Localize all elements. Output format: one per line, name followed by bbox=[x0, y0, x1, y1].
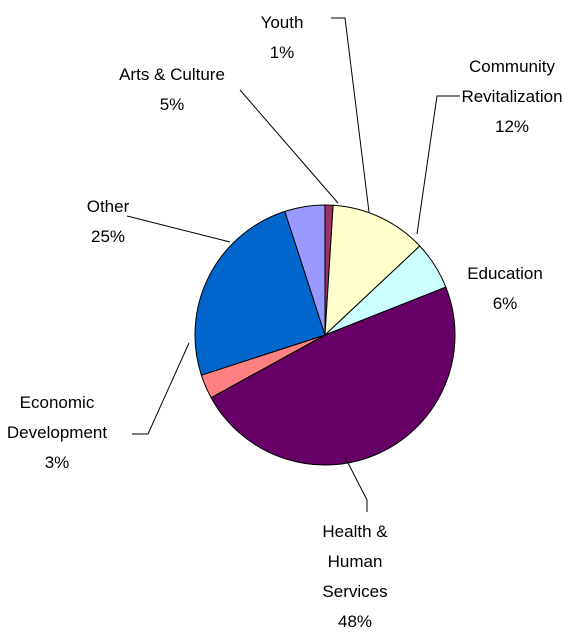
leader-line-arts-culture bbox=[239, 89, 339, 204]
pie-slice-health-human-services bbox=[210, 286, 456, 466]
pie-slice-other bbox=[194, 210, 326, 376]
leader-line-economic-development bbox=[132, 342, 190, 435]
slice-category-community-revitalization: Revitalization bbox=[461, 87, 562, 106]
slice-value-economic-development: 3% bbox=[45, 453, 70, 472]
slice-category-health-human-services: Human bbox=[328, 552, 383, 571]
slice-category-arts-culture: Arts & Culture bbox=[119, 65, 225, 84]
leader-lines bbox=[126, 17, 460, 512]
pie-slice-arts-culture bbox=[284, 204, 326, 336]
leader-line-health-human-services bbox=[344, 456, 368, 512]
leader-line-youth bbox=[331, 17, 370, 213]
pie-slices bbox=[194, 204, 456, 466]
slice-category-education: Education bbox=[467, 264, 543, 283]
slice-label-education: Education 6% bbox=[467, 264, 543, 313]
slice-category-youth: Youth bbox=[261, 13, 304, 32]
slice-category-economic-development: Development bbox=[7, 423, 107, 442]
slice-label-economic-development: Economic Development 3% bbox=[7, 393, 107, 472]
slice-category-economic-development: Economic bbox=[20, 393, 95, 412]
slice-label-community-revitalization: Community Revitalization 12% bbox=[461, 57, 562, 136]
slice-value-arts-culture: 5% bbox=[160, 95, 185, 114]
slice-labels: Youth 1% Community Revitalization 12% Educati… bbox=[7, 13, 563, 631]
slice-value-education: 6% bbox=[493, 294, 518, 313]
slice-label-other: Other 25% bbox=[87, 197, 130, 246]
leader-line-community-revitalization bbox=[416, 95, 460, 235]
slice-value-community-revitalization: 12% bbox=[495, 117, 529, 136]
pie-slice-community-revitalization bbox=[324, 204, 421, 337]
slice-value-youth: 1% bbox=[270, 43, 295, 62]
leader-line-other bbox=[126, 215, 231, 243]
slice-label-youth: Youth 1% bbox=[261, 13, 304, 62]
slice-category-health-human-services: Services bbox=[322, 582, 387, 601]
slice-category-community-revitalization: Community bbox=[469, 57, 555, 76]
slice-value-other: 25% bbox=[91, 227, 125, 246]
slice-category-health-human-services: Health & bbox=[322, 522, 388, 541]
slice-category-other: Other bbox=[87, 197, 130, 216]
slice-label-health-human-services: Health & Human Services 48% bbox=[322, 522, 388, 631]
slice-value-health-human-services: 48% bbox=[338, 612, 372, 631]
slice-label-arts-culture: Arts & Culture 5% bbox=[119, 65, 225, 114]
